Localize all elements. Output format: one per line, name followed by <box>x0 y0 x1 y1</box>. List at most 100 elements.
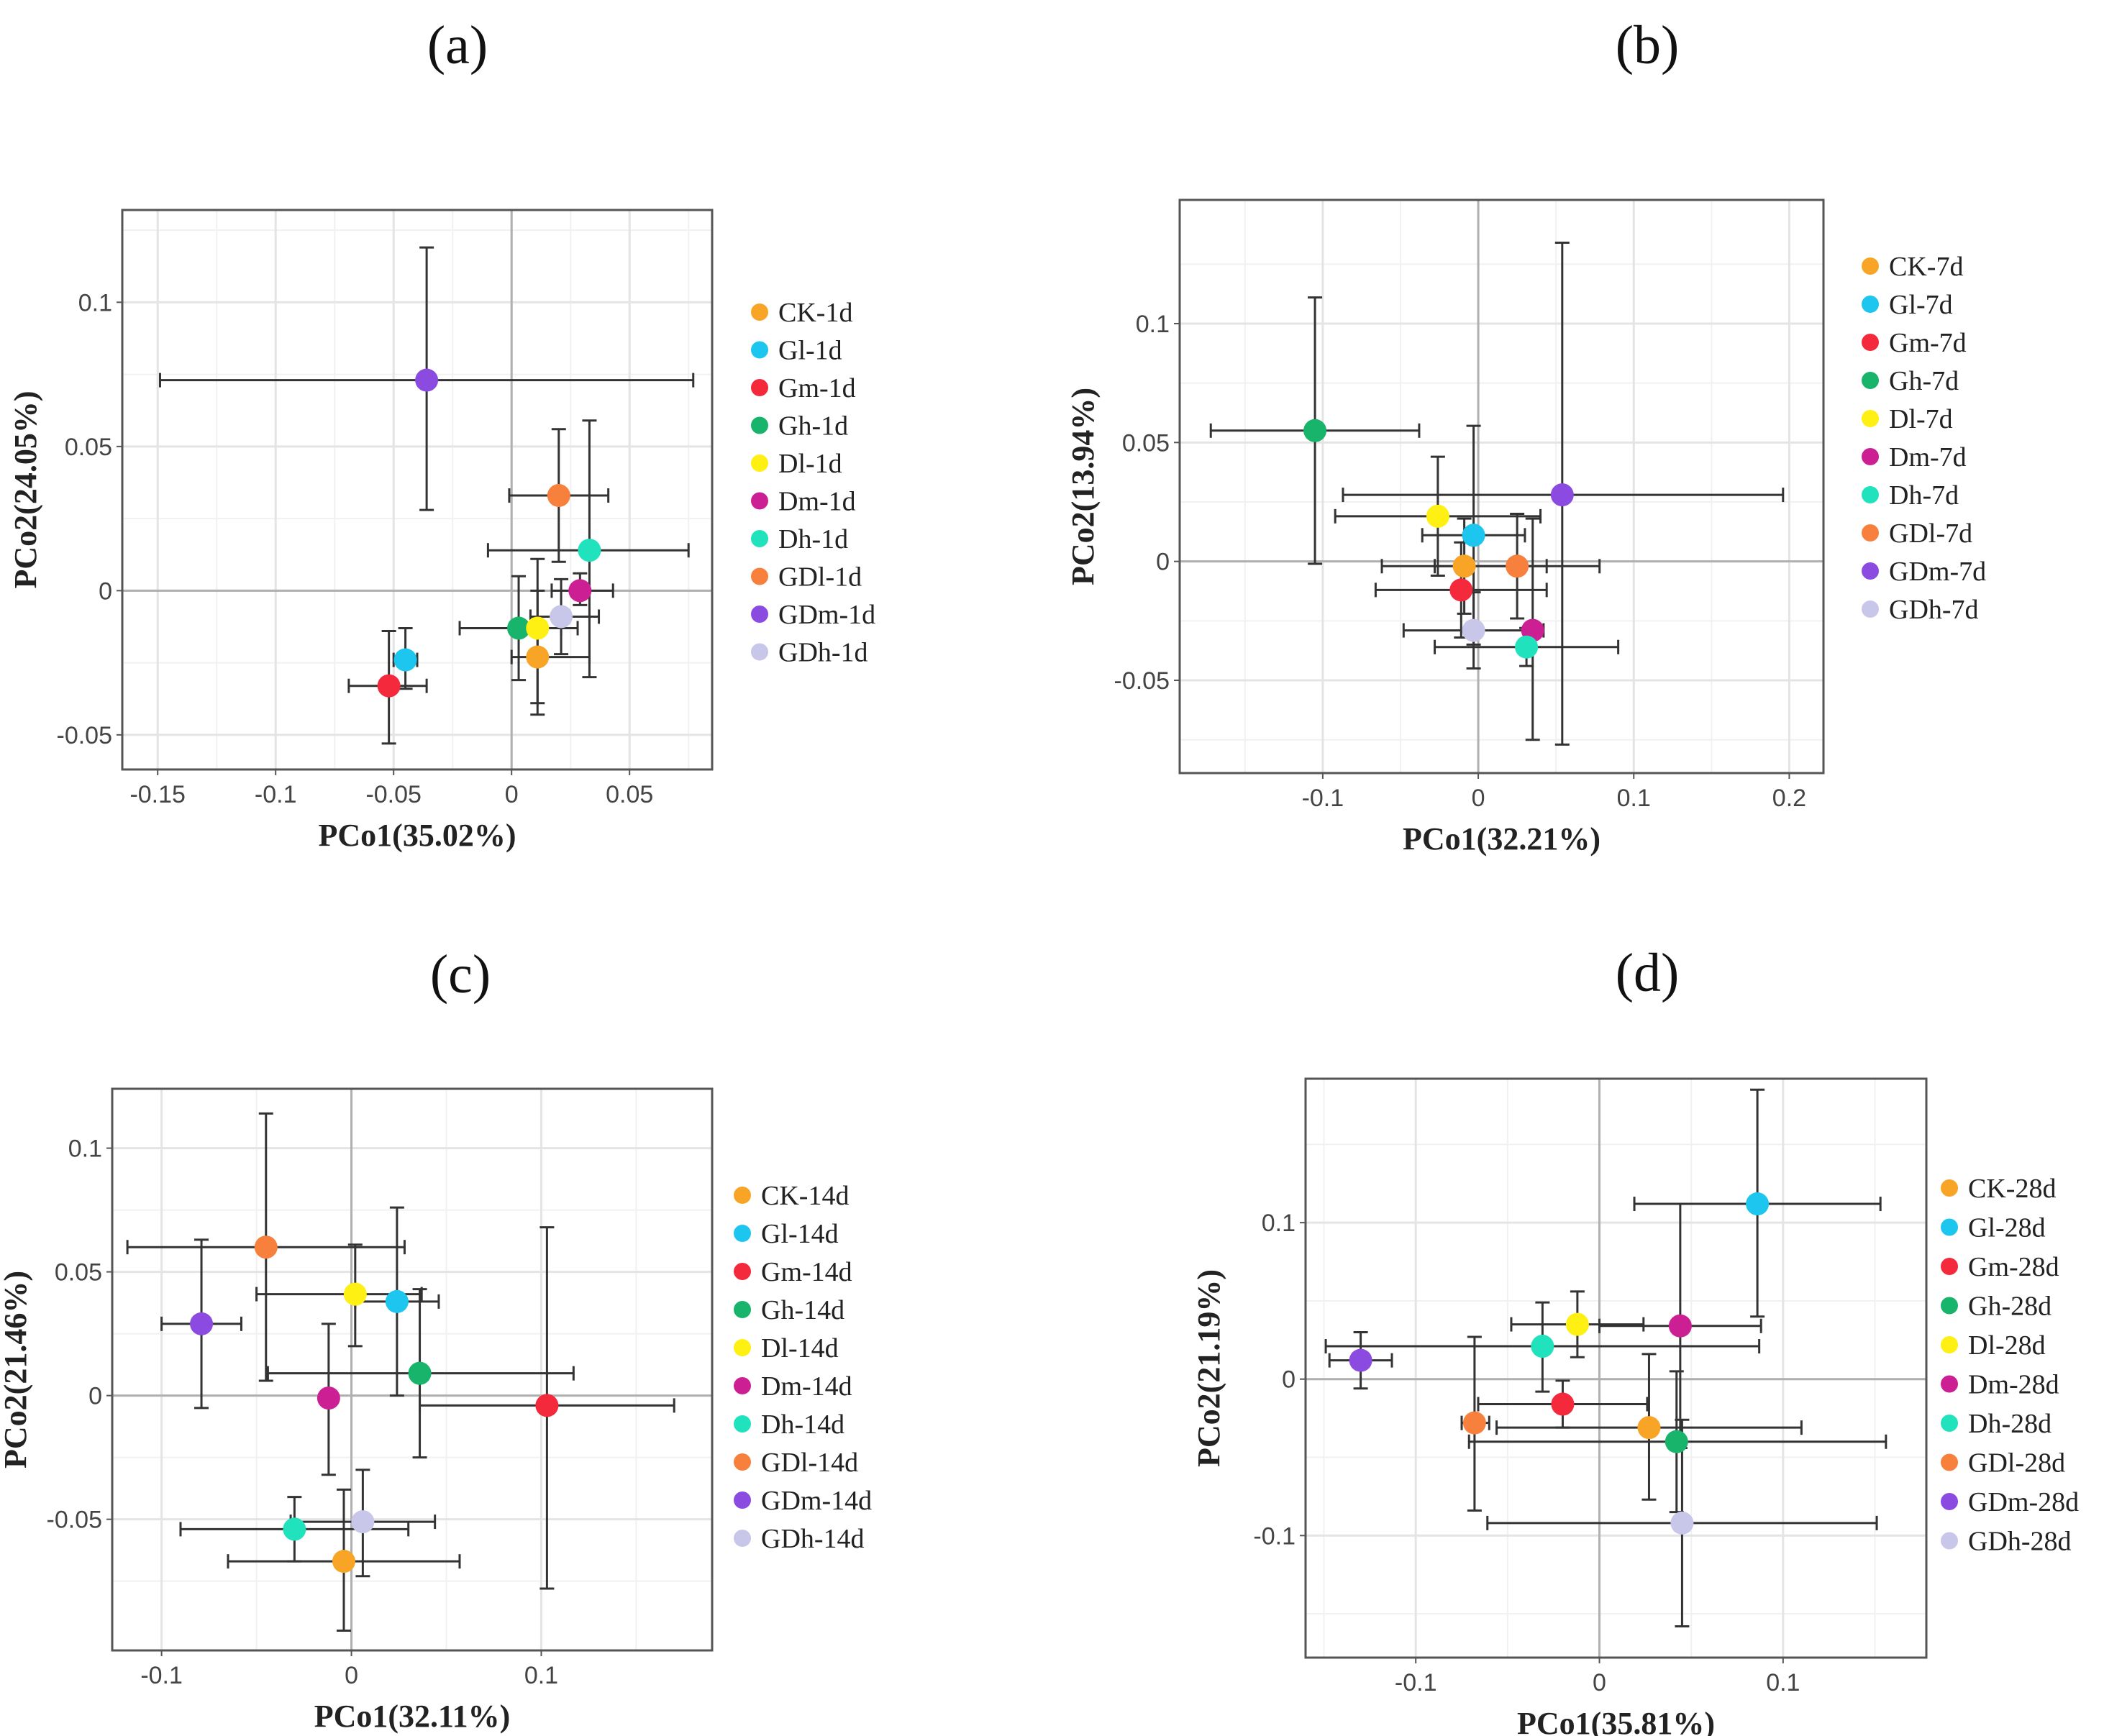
x-tick-label: -0.1 <box>1302 785 1344 812</box>
point-Dh-28d <box>1531 1335 1554 1358</box>
legend-label-Gm-28d: Gm-28d <box>1968 1252 2059 1282</box>
legend-label-CK-28d: CK-28d <box>1968 1174 2056 1204</box>
x-tick-label: 0 <box>1593 1669 1606 1696</box>
point-CK-1d <box>526 645 550 669</box>
legend-label-Dh-28d: Dh-28d <box>1968 1409 2052 1439</box>
point-Gl-7d <box>1462 524 1485 547</box>
legend-marker-GDm-14d <box>734 1491 751 1509</box>
point-CK-14d <box>332 1550 355 1573</box>
legend-marker-Gl-28d <box>1941 1218 1958 1236</box>
point-Gm-14d <box>535 1394 559 1417</box>
legend-marker-Gl-1d <box>751 341 768 359</box>
point-GDm-7d <box>1550 483 1574 507</box>
legend-marker-GDh-1d <box>751 643 768 661</box>
point-GDl-7d <box>1506 554 1529 578</box>
legend-label-GDh-28d: GDh-28d <box>1968 1527 2072 1557</box>
point-GDh-14d <box>351 1510 375 1534</box>
y-tick-label: 0.1 <box>68 1136 102 1163</box>
y-tick-label: 0.1 <box>1136 311 1170 338</box>
legend-marker-Dh-1d <box>751 530 768 547</box>
legend-label-Gh-1d: Gh-1d <box>778 411 848 442</box>
point-Gh-28d <box>1665 1430 1688 1453</box>
legend-marker-GDh-28d <box>1941 1532 1958 1550</box>
legend-label-Dl-28d: Dl-28d <box>1968 1330 2046 1361</box>
point-GDl-28d <box>1462 1411 1486 1435</box>
y-tick-label: -0.05 <box>57 722 113 749</box>
legend-marker-Dm-28d <box>1941 1375 1958 1393</box>
point-GDh-28d <box>1670 1511 1694 1535</box>
plot-frame <box>121 209 714 771</box>
legend-label-GDl-14d: GDl-14d <box>761 1448 858 1478</box>
legend-marker-GDm-28d <box>1941 1493 1958 1510</box>
point-GDm-1d <box>415 368 439 392</box>
panel-a-title: (a) <box>427 15 488 76</box>
x-tick-label: -0.1 <box>140 1662 183 1689</box>
legend-label-GDl-1d: GDl-1d <box>778 562 862 593</box>
point-Gl-1d <box>393 648 417 672</box>
point-Dl-28d <box>1565 1312 1589 1336</box>
y-axis-label: PCo2(13.94%) <box>1065 388 1101 585</box>
legend-marker-Dh-14d <box>734 1415 751 1433</box>
legend-marker-Dm-7d <box>1862 448 1879 465</box>
legend-label-Dh-1d: Dh-1d <box>778 524 848 554</box>
x-tick-label: -0.1 <box>1395 1669 1437 1696</box>
point-Gh-14d <box>408 1361 432 1385</box>
legend-label-Gh-28d: Gh-28d <box>1968 1292 2052 1322</box>
y-tick-label: -0.1 <box>1253 1522 1295 1550</box>
legend-label-GDl-28d: GDl-28d <box>1968 1448 2065 1479</box>
point-Gh-1d <box>507 616 531 640</box>
y-tick-label: -0.05 <box>1114 667 1170 695</box>
legend-label-Gl-28d: Gl-28d <box>1968 1213 2046 1243</box>
legend-marker-Gm-14d <box>734 1263 751 1280</box>
point-GDh-7d <box>1462 618 1485 642</box>
x-tick-label: 0 <box>505 781 519 808</box>
y-axis-label: PCo2(21.46%) <box>0 1271 33 1468</box>
legend-label-Gl-1d: Gl-1d <box>778 336 842 366</box>
x-axis-label: PCo1(32.11%) <box>314 1699 511 1734</box>
x-tick-label: -0.05 <box>365 781 422 808</box>
point-Gm-7d <box>1449 578 1473 602</box>
legend-marker-Dh-7d <box>1862 486 1879 503</box>
x-tick-label: 0.05 <box>606 781 653 808</box>
x-tick-label: -0.15 <box>129 781 186 808</box>
legend-marker-CK-7d <box>1862 257 1879 275</box>
point-CK-28d <box>1637 1416 1661 1440</box>
panel-c-title: (c) <box>430 944 491 1005</box>
legend-label-Dl-14d: Dl-14d <box>761 1333 839 1363</box>
y-axis-label: PCo2(21.19%) <box>1191 1269 1226 1467</box>
legend-label-Dm-28d: Dm-28d <box>1968 1370 2059 1400</box>
legend-label-Dm-7d: Dm-7d <box>1889 442 1967 472</box>
legend-marker-Gh-28d <box>1941 1297 1958 1315</box>
panel-c-chart: -0.1 0 0.1 -0.05 0 0.05 0.1 PCo1(32.11%) PCo2(21… <box>0 1087 872 1734</box>
x-tick-label: 0.1 <box>1617 785 1651 812</box>
point-Dh-7d <box>1515 635 1539 659</box>
x-axis-label: PCo1(35.81%) <box>1517 1706 1715 1736</box>
legend-label-Gm-1d: Gm-1d <box>778 373 856 403</box>
point-Dl-1d <box>526 616 550 640</box>
point-GDm-14d <box>190 1312 214 1335</box>
point-Dm-28d <box>1668 1314 1692 1338</box>
panel-a-chart: -0.15 -0.1 -0.05 0 0.05 -0.05 0 0.05 0.1 PCo1(35.… <box>8 209 875 853</box>
panel-b-chart: -0.1 0 0.1 0.2 -0.05 0 0.05 0.1 PCo1(32.21%) PCo2… <box>1065 198 1986 856</box>
legend-marker-GDh-7d <box>1862 600 1879 618</box>
legend-marker-GDh-14d <box>734 1530 751 1547</box>
legend-label-Dm-1d: Dm-1d <box>778 487 856 517</box>
legend-label-GDm-7d: GDm-7d <box>1889 557 1986 587</box>
legend-marker-Gh-14d <box>734 1301 751 1318</box>
plot-background <box>1180 200 1823 773</box>
legend-label-Gm-14d: Gm-14d <box>761 1257 852 1287</box>
legend-marker-Dl-1d <box>751 454 768 472</box>
legend-marker-Gl-14d <box>734 1225 751 1242</box>
x-tick-label: 0.2 <box>1772 785 1806 812</box>
x-tick-label: 0.1 <box>1766 1669 1800 1696</box>
errorbar-Gm-28d <box>1477 1379 1649 1429</box>
legend-marker-Dl-14d <box>734 1339 751 1356</box>
y-tick-label: 0 <box>99 577 112 605</box>
legend-marker-CK-14d <box>734 1187 751 1204</box>
legend-marker-CK-1d <box>751 303 768 321</box>
y-tick-label: 0.05 <box>1122 429 1170 457</box>
legend-marker-GDm-1d <box>751 606 768 623</box>
y-tick-label: 0 <box>1282 1366 1295 1394</box>
x-axis-label: PCo1(35.02%) <box>319 818 516 853</box>
x-tick-label: -0.1 <box>255 781 297 808</box>
